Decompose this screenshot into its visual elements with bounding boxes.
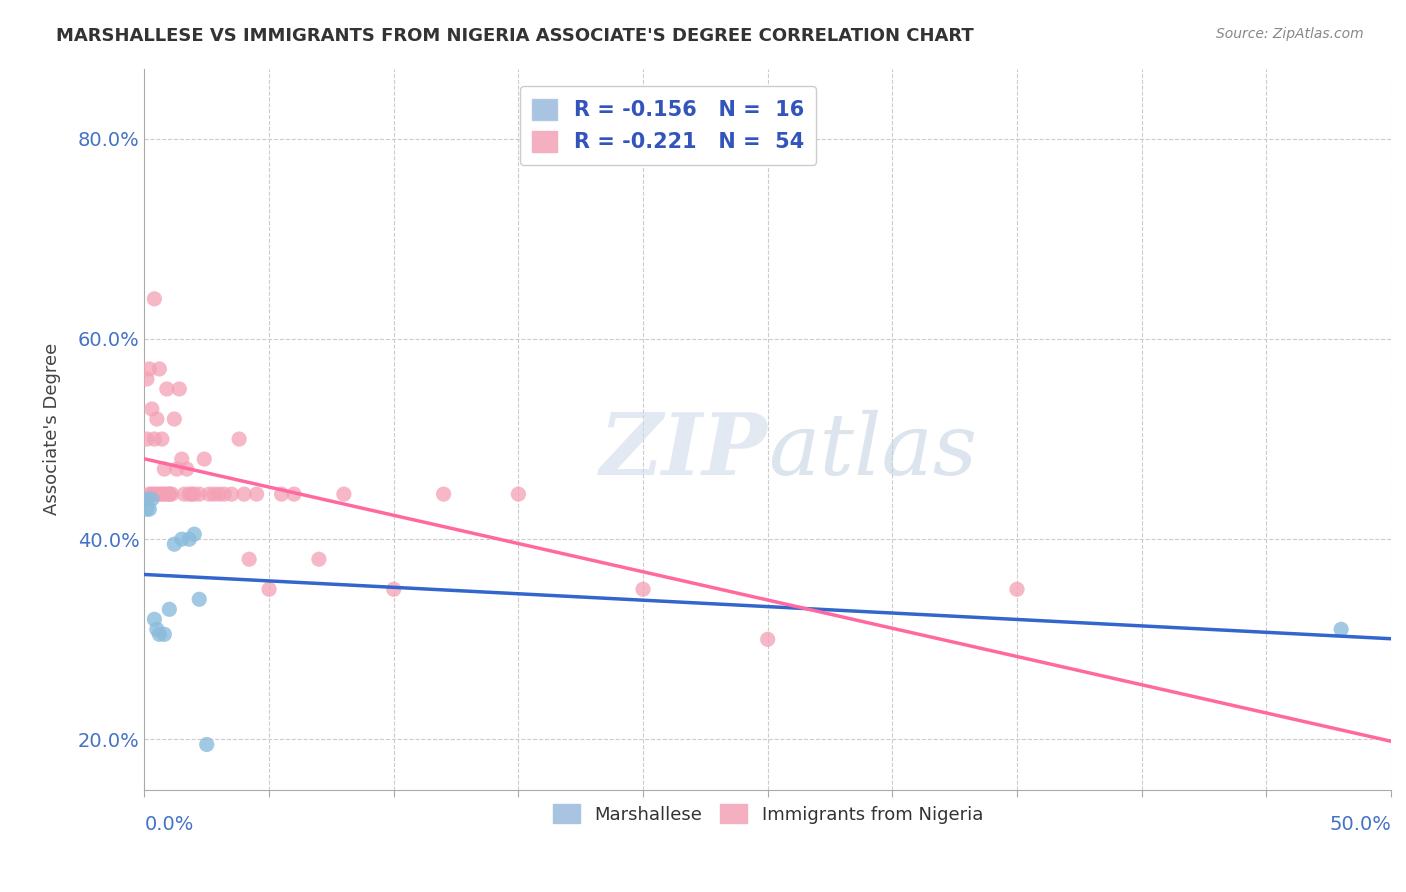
Point — [143, 612, 166, 626]
Point — [195, 738, 218, 752]
Point — [141, 402, 163, 417]
Point — [150, 487, 173, 501]
Point — [153, 487, 176, 501]
Point — [270, 487, 292, 501]
Point — [179, 532, 201, 546]
Point — [631, 582, 654, 597]
Point — [157, 487, 180, 501]
Point — [188, 592, 211, 607]
Point — [508, 487, 530, 501]
Point — [156, 487, 179, 501]
Point — [212, 487, 235, 501]
Point — [238, 552, 260, 566]
Point — [148, 362, 170, 376]
Point — [138, 487, 160, 501]
Point — [163, 537, 186, 551]
Point — [141, 492, 163, 507]
Point — [160, 487, 183, 501]
Text: 0.0%: 0.0% — [145, 814, 194, 834]
Point — [228, 432, 250, 446]
Point — [135, 432, 157, 446]
Point — [150, 432, 173, 446]
Point — [245, 487, 267, 501]
Text: ZIP: ZIP — [600, 409, 768, 492]
Point — [146, 487, 169, 501]
Text: 50.0%: 50.0% — [1329, 814, 1391, 834]
Text: MARSHALLESE VS IMMIGRANTS FROM NIGERIA ASSOCIATE'S DEGREE CORRELATION CHART: MARSHALLESE VS IMMIGRANTS FROM NIGERIA A… — [56, 27, 974, 45]
Point — [143, 487, 166, 501]
Point — [180, 487, 202, 501]
Point — [135, 372, 157, 386]
Point — [135, 502, 157, 516]
Point — [153, 462, 176, 476]
Point — [148, 627, 170, 641]
Point — [283, 487, 305, 501]
Point — [143, 432, 166, 446]
Point — [135, 492, 157, 507]
Point — [156, 382, 179, 396]
Text: Source: ZipAtlas.com: Source: ZipAtlas.com — [1216, 27, 1364, 41]
Point — [308, 552, 330, 566]
Point — [1005, 582, 1028, 597]
Point — [138, 362, 160, 376]
Point — [173, 487, 195, 501]
Point — [183, 487, 205, 501]
Y-axis label: Associate's Degree: Associate's Degree — [44, 343, 60, 516]
Text: atlas: atlas — [768, 409, 977, 492]
Point — [233, 487, 256, 501]
Point — [141, 487, 163, 501]
Point — [157, 487, 180, 501]
Point — [148, 487, 170, 501]
Point — [169, 382, 191, 396]
Point — [153, 627, 176, 641]
Point — [382, 582, 405, 597]
Point — [170, 452, 193, 467]
Point — [188, 487, 211, 501]
Point — [756, 632, 779, 647]
Point — [257, 582, 280, 597]
Point — [179, 487, 201, 501]
Point — [202, 487, 225, 501]
Point — [143, 292, 166, 306]
Point — [176, 462, 198, 476]
Point — [157, 602, 180, 616]
Point — [432, 487, 454, 501]
Legend: Marshallese, Immigrants from Nigeria: Marshallese, Immigrants from Nigeria — [546, 797, 990, 831]
Point — [183, 527, 205, 541]
Point — [1330, 623, 1353, 637]
Point — [170, 532, 193, 546]
Point — [146, 412, 169, 426]
Point — [208, 487, 231, 501]
Point — [146, 623, 169, 637]
Point — [221, 487, 243, 501]
Point — [333, 487, 356, 501]
Point — [163, 412, 186, 426]
Point — [166, 462, 188, 476]
Point — [198, 487, 221, 501]
Point — [138, 502, 160, 516]
Point — [193, 452, 215, 467]
Point — [135, 492, 157, 507]
